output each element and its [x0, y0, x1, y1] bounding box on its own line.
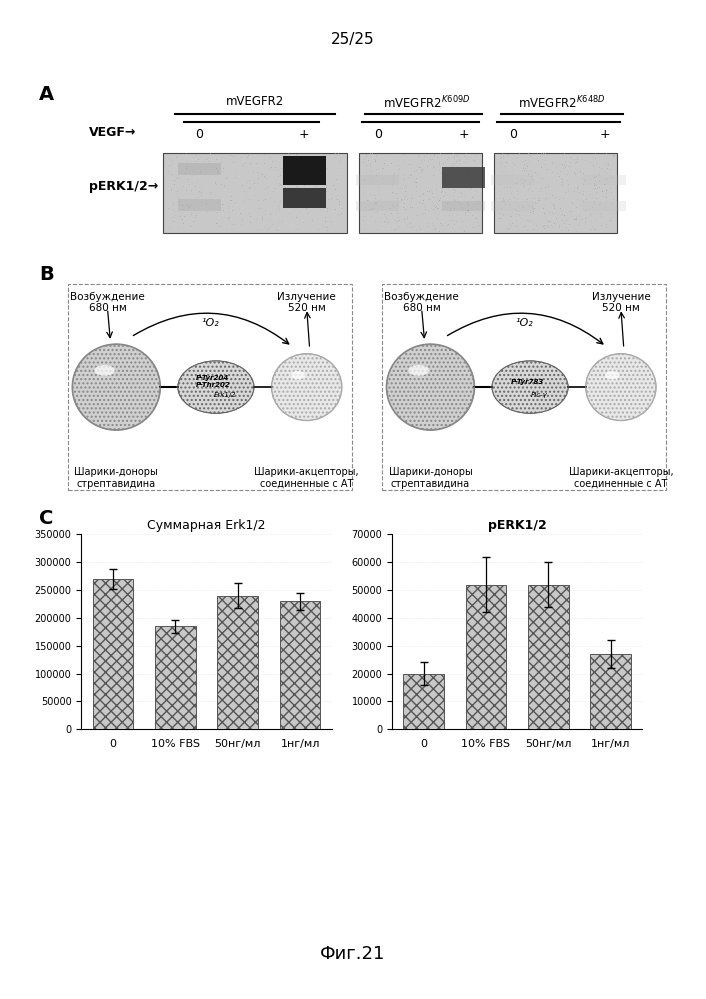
Bar — [590, 654, 631, 729]
Text: Erk1/2: Erk1/2 — [213, 393, 236, 399]
Text: Шарики-доноры
стрептавидина: Шарики-доноры стрептавидина — [74, 468, 158, 489]
Text: ¹O₂: ¹O₂ — [201, 318, 219, 328]
Text: P-Tyr204
P-Thr202: P-Tyr204 P-Thr202 — [196, 376, 230, 389]
Text: +: + — [299, 128, 309, 141]
Bar — [217, 595, 258, 729]
FancyBboxPatch shape — [583, 175, 626, 185]
Ellipse shape — [386, 344, 474, 430]
Text: +: + — [599, 128, 610, 141]
FancyBboxPatch shape — [178, 163, 221, 175]
Text: 25/25: 25/25 — [331, 32, 375, 47]
FancyBboxPatch shape — [442, 167, 485, 188]
Text: Шарики-акцепторы,
соединенные с АТ: Шарики-акцепторы, соединенные с АТ — [568, 468, 674, 489]
Text: B: B — [39, 265, 54, 284]
Text: C: C — [39, 509, 53, 528]
FancyBboxPatch shape — [178, 199, 221, 211]
Title: pERK1/2: pERK1/2 — [488, 518, 546, 531]
Bar — [403, 673, 444, 729]
Ellipse shape — [272, 354, 342, 421]
Text: mVEGFR2$^{K609D}$: mVEGFR2$^{K609D}$ — [383, 95, 470, 112]
Text: mVEGFR2$^{K648D}$: mVEGFR2$^{K648D}$ — [518, 95, 606, 112]
FancyBboxPatch shape — [162, 153, 347, 233]
Text: 0: 0 — [509, 128, 517, 141]
Bar — [92, 579, 133, 729]
Text: +: + — [458, 128, 469, 141]
FancyBboxPatch shape — [68, 285, 352, 490]
Text: mVEGFR2: mVEGFR2 — [226, 95, 284, 108]
Ellipse shape — [72, 344, 160, 430]
Text: Шарики-акцепторы,
соединенные с АТ: Шарики-акцепторы, соединенные с АТ — [254, 468, 359, 489]
Text: Фиг.21: Фиг.21 — [321, 945, 385, 963]
FancyBboxPatch shape — [442, 201, 485, 211]
Text: Возбуждение
680 нм: Возбуждение 680 нм — [70, 292, 145, 314]
Ellipse shape — [291, 371, 305, 380]
Text: Излучение
520 нм: Излучение 520 нм — [592, 292, 650, 314]
FancyBboxPatch shape — [282, 188, 325, 208]
Text: Возбуждение
680 нм: Возбуждение 680 нм — [384, 292, 459, 314]
Text: 0: 0 — [373, 128, 382, 141]
FancyBboxPatch shape — [282, 156, 325, 185]
FancyBboxPatch shape — [583, 201, 626, 211]
Bar — [280, 601, 321, 729]
Text: Излучение
520 нм: Излучение 520 нм — [277, 292, 336, 314]
FancyBboxPatch shape — [494, 153, 617, 233]
FancyBboxPatch shape — [382, 285, 666, 490]
Ellipse shape — [409, 365, 429, 376]
Title: Суммарная Erk1/2: Суммарная Erk1/2 — [148, 518, 265, 531]
Text: Шарики-доноры
стрептавидина: Шарики-доноры стрептавидина — [388, 468, 472, 489]
Text: P-Tyr783: P-Tyr783 — [510, 379, 544, 385]
Ellipse shape — [605, 371, 619, 380]
Ellipse shape — [586, 354, 656, 421]
Ellipse shape — [492, 361, 568, 414]
Text: 0: 0 — [196, 128, 203, 141]
Text: Plc-γ: Plc-γ — [530, 393, 547, 399]
Text: A: A — [39, 85, 54, 104]
Bar — [155, 626, 196, 729]
FancyBboxPatch shape — [359, 153, 482, 233]
Text: pERK1/2→: pERK1/2→ — [89, 180, 158, 193]
FancyBboxPatch shape — [491, 201, 534, 211]
Ellipse shape — [95, 365, 115, 376]
Ellipse shape — [178, 361, 254, 414]
FancyBboxPatch shape — [357, 201, 399, 211]
Text: VEGF→: VEGF→ — [89, 126, 136, 139]
FancyBboxPatch shape — [491, 175, 534, 185]
Bar — [528, 584, 568, 729]
Text: ¹O₂: ¹O₂ — [515, 318, 533, 328]
FancyBboxPatch shape — [357, 175, 399, 185]
Bar — [466, 584, 506, 729]
